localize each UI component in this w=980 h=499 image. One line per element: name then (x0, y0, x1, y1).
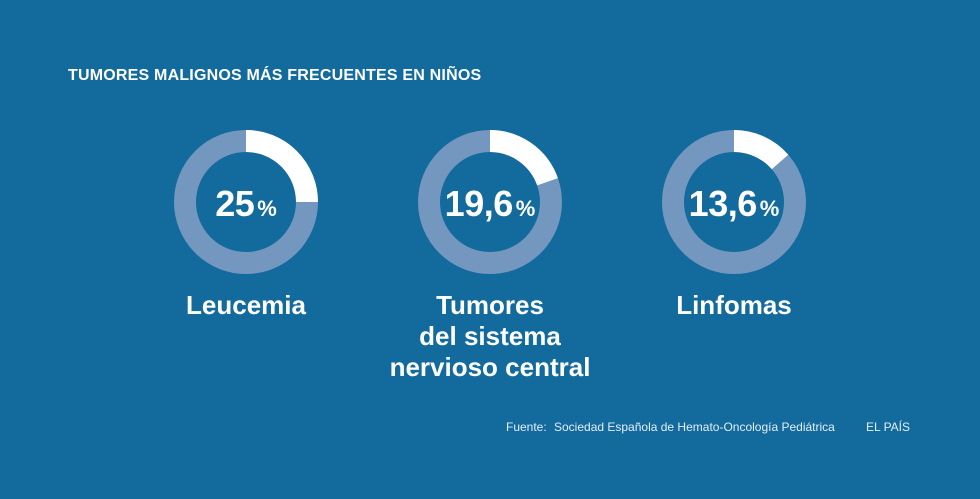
value-number: 19,6 (444, 183, 514, 224)
category-label-line: Leucemia (186, 290, 306, 320)
donut-chart-linfomas: 13,6% Linfomas (614, 130, 854, 390)
category-label: Linfomas (594, 290, 874, 321)
value-unit: % (759, 196, 780, 221)
donut-chart-leucemia: 25% Leucemia (126, 130, 366, 390)
value-unit: % (257, 196, 277, 221)
ring-value-arc (662, 130, 806, 274)
brand-logo-text: EL PAÍS (866, 420, 911, 434)
source-label: Fuente: (506, 420, 547, 434)
chart-title: TUMORES MALIGNOS MÁS FRECUENTES EN NIÑOS (68, 67, 482, 84)
category-label: Leucemia (106, 290, 386, 321)
category-label-line: Linfomas (676, 290, 792, 320)
category-label-line: Tumores (436, 290, 544, 320)
value-label: 13,6% (614, 183, 854, 225)
donut-ring-leucemia (174, 130, 318, 274)
value-label: 19,6% (370, 183, 610, 225)
category-label-line: nervioso central (389, 352, 591, 382)
value-number: 25 (215, 183, 255, 224)
value-number: 13,6 (688, 183, 758, 224)
donut-ring-linfomas (662, 130, 806, 274)
value-label: 25% (126, 183, 366, 225)
value-unit: % (515, 196, 536, 221)
source-text: Sociedad Española de Hemato-Oncología Pe… (554, 420, 835, 434)
category-label-line: del sistema (419, 321, 561, 351)
donut-ring-snc (418, 130, 562, 274)
ring-value-arc (174, 130, 318, 274)
category-label: Tumores del sistema nervioso central (350, 290, 630, 383)
ring-value-arc (418, 130, 562, 274)
donut-chart-snc: 19,6% Tumores del sistema nervioso centr… (370, 130, 610, 390)
